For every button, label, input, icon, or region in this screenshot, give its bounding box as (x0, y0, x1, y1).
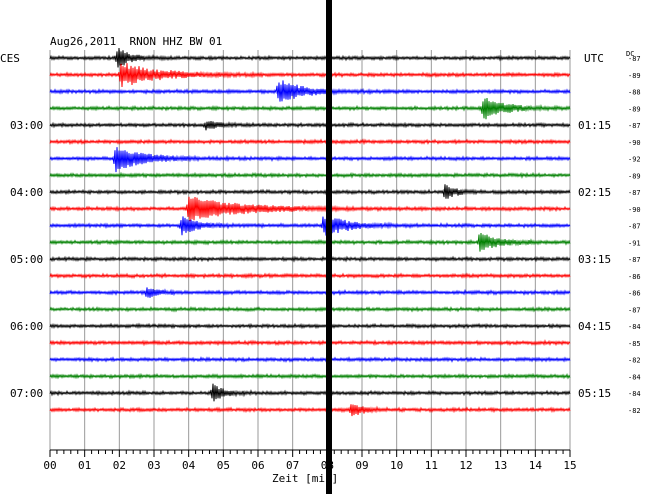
trace-row-7 (49, 171, 571, 179)
dc-offset-label: -87 (628, 306, 641, 314)
dc-offset-label: -84 (628, 390, 641, 398)
trace-row-21 (49, 404, 571, 417)
dc-offset-label: -87 (628, 256, 641, 264)
dc-offset-label: -89 (628, 105, 641, 113)
trace-row-15 (49, 305, 571, 313)
current-time-marker (326, 0, 332, 494)
dc-offset-label: -84 (628, 373, 641, 381)
trace-row-1 (49, 63, 571, 88)
dc-offset-label: -90 (628, 206, 641, 214)
dc-offset-label: -89 (628, 72, 641, 80)
dc-label: DC (626, 50, 634, 58)
x-tick-label: 01 (78, 459, 91, 472)
x-tick-label: 03 (147, 459, 160, 472)
chart-title: Aug26,2011 RNON HHZ BW 01 (50, 35, 222, 48)
left-time-label: 05:00 (10, 253, 43, 266)
trace-row-16 (49, 322, 571, 330)
dc-offset-label: -86 (628, 273, 641, 281)
x-tick-label: 06 (251, 459, 264, 472)
dc-offset-label: -87 (628, 55, 641, 63)
left-time-label: 07:00 (10, 387, 43, 400)
trace-row-2 (49, 80, 571, 102)
dc-offset-label: -87 (628, 189, 641, 197)
trace-row-9 (49, 196, 571, 222)
trace-row-12 (49, 255, 571, 263)
trace-row-13 (49, 272, 571, 280)
x-tick-label: 07 (286, 459, 299, 472)
seismic-traces (49, 47, 571, 417)
x-tick-label: 11 (425, 459, 438, 472)
grid-lines (49, 50, 571, 450)
right-time-label: 02:15 (578, 186, 611, 199)
dc-offset-label: -90 (628, 139, 641, 147)
x-tick-label: 12 (459, 459, 472, 472)
trace-row-14 (49, 287, 571, 298)
dc-offset-label: -87 (628, 122, 641, 130)
trace-row-5 (49, 138, 571, 146)
x-tick-label: 14 (529, 459, 543, 472)
x-tick-label: 13 (494, 459, 507, 472)
x-tick-label: 02 (113, 459, 126, 472)
dc-offset-label: -84 (628, 323, 641, 331)
trace-row-8 (49, 184, 571, 199)
x-tick-label: 04 (182, 459, 196, 472)
dc-offset-label: -87 (628, 223, 641, 231)
trace-row-18 (49, 356, 571, 363)
trace-row-20 (49, 383, 571, 402)
trace-row-17 (49, 339, 571, 347)
dc-offset-label: -85 (628, 340, 641, 348)
x-tick-label: 15 (563, 459, 576, 472)
dc-offset-label: -82 (628, 357, 641, 365)
dc-offset-label: -86 (628, 290, 641, 298)
x-tick-label: 00 (43, 459, 56, 472)
left-timezone-label: CES (0, 52, 20, 65)
trace-row-10 (49, 214, 571, 236)
x-tick-label: 10 (390, 459, 403, 472)
left-time-label: 06:00 (10, 320, 43, 333)
x-tick-label: 08 (321, 459, 334, 472)
right-timezone-label: UTC (584, 52, 604, 65)
right-time-label: 01:15 (578, 119, 611, 132)
dc-offset-label: -82 (628, 407, 641, 415)
dc-offset-label: -89 (628, 172, 641, 180)
right-time-label: 05:15 (578, 387, 611, 400)
right-time-labels: 01:15 02:15 03:15 04:15 05:15 (578, 119, 611, 400)
dc-offset-labels: -87 -89 -88 -89 -87 -90 -92 -89 -87 -90 -87 -91 -87 -… (628, 55, 641, 415)
left-time-label: 03:00 (10, 119, 43, 132)
x-axis-label: Zeit [min] (272, 472, 338, 485)
right-time-label: 03:15 (578, 253, 611, 266)
trace-row-19 (49, 372, 571, 380)
dc-offset-label: -91 (628, 239, 641, 247)
trace-row-4 (49, 121, 571, 131)
trace-row-6 (49, 147, 571, 173)
dc-offset-label: -92 (628, 156, 641, 164)
trace-row-0 (49, 47, 571, 68)
trace-row-3 (49, 97, 571, 120)
x-tick-label: 09 (355, 459, 368, 472)
left-time-label: 04:00 (10, 186, 43, 199)
left-time-labels: 03:00 04:00 05:00 06:00 07:00 (10, 119, 43, 400)
right-time-label: 04:15 (578, 320, 611, 333)
x-tick-label: 05 (217, 459, 230, 472)
dc-offset-label: -88 (628, 89, 641, 97)
x-axis: 00 01 02 03 04 05 06 07 08 09 10 11 12 13 14 15 (43, 449, 577, 472)
trace-row-11 (49, 232, 571, 252)
